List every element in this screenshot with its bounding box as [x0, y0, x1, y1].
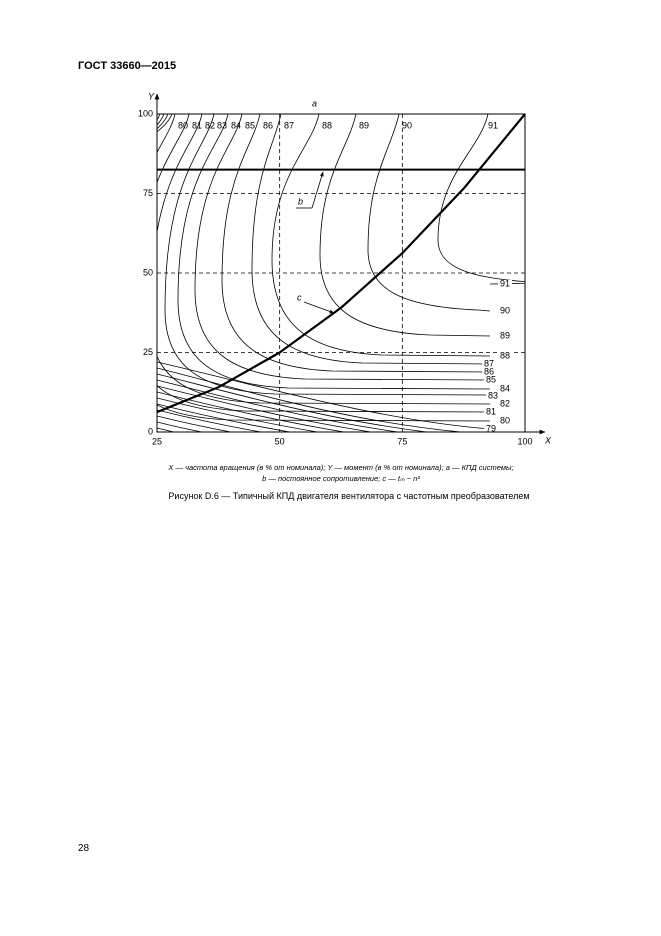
x-tick-label: 75: [397, 436, 407, 446]
contour-line: [157, 403, 292, 432]
contour-label: 86: [263, 120, 273, 130]
y-tick-label: 0: [148, 426, 153, 436]
contour-label: 80: [500, 415, 510, 425]
contour-label: 90: [500, 305, 510, 315]
legend-line: X — частота вращения (в % от номинала); …: [168, 463, 514, 472]
contour-label: 89: [359, 120, 369, 130]
contour-line: [221, 114, 491, 373]
contour-line: [194, 114, 491, 381]
y-axis-label: Y: [148, 91, 155, 101]
annotation-arrow: [311, 171, 324, 209]
contour-label: 89: [500, 330, 510, 340]
annotation: a: [312, 98, 317, 108]
annotation: c: [297, 292, 302, 302]
contour-label: 83: [217, 120, 227, 130]
contour-label: 83: [488, 390, 498, 400]
contour-line: [157, 427, 176, 432]
label-bg: [498, 352, 512, 360]
contour-label: 88: [500, 350, 510, 360]
contour-line: [164, 114, 491, 396]
label-bg: [498, 400, 512, 408]
contour-line: [157, 391, 347, 432]
annotation: b: [298, 196, 303, 206]
contour-label: 86: [484, 366, 494, 376]
contour-line: [177, 114, 491, 390]
x-tick-label: 100: [517, 436, 532, 446]
contour-line: [157, 114, 491, 413]
contour-label: 85: [245, 120, 255, 130]
contour-label: 91: [500, 278, 510, 288]
contour-label: 91: [488, 120, 498, 130]
contour-line: [157, 114, 169, 130]
label-bg: [482, 360, 496, 368]
x-tick-label: 25: [152, 436, 162, 446]
contour-line: [251, 114, 491, 365]
label-bg: [498, 280, 512, 288]
label-bg: [486, 392, 500, 400]
label-bg: [484, 408, 498, 416]
y-tick-label: 25: [143, 347, 153, 357]
label-bg: [484, 376, 498, 384]
contour-label: 85: [486, 374, 496, 384]
contour-line: [157, 114, 491, 405]
label-bg: [498, 332, 512, 340]
contour-line: [157, 367, 465, 432]
contour-label: 87: [484, 358, 494, 368]
contour-line: [367, 114, 491, 312]
label-bg: [498, 307, 512, 315]
contour-line: [157, 373, 430, 432]
contour-label: 90: [402, 120, 412, 130]
contour-line: [157, 421, 204, 432]
page-number: 28: [78, 843, 90, 854]
contour-line: [271, 114, 491, 357]
legend-line: b — постоянное сопротивление; c — tₘ ~ n…: [262, 474, 420, 483]
label-bg: [498, 417, 512, 425]
x-axis-label: X: [544, 435, 552, 445]
contour-label: 79: [486, 423, 496, 433]
contour-line: [157, 409, 263, 432]
contour-line: [319, 114, 491, 337]
contour-label: 82: [500, 398, 510, 408]
contour-label: 82: [205, 120, 215, 130]
contour-line: [157, 114, 165, 126]
contour-label: 81: [192, 120, 202, 130]
contour-line: [157, 114, 491, 422]
contour-label: 88: [322, 120, 332, 130]
contour-line: [157, 415, 233, 432]
label-bg: [498, 385, 512, 393]
contour-label: 81: [486, 406, 496, 416]
contour-line: [157, 114, 173, 133]
y-tick-label: 75: [143, 188, 153, 198]
contour-line: [437, 114, 525, 285]
annotation-arrow: [303, 301, 335, 314]
c-curve: [156, 113, 526, 414]
label-bg: [484, 425, 498, 433]
header-title: ГОСТ 33660—2015: [78, 60, 177, 72]
plot-area: [157, 114, 525, 432]
contour-line: [157, 379, 401, 432]
y-tick-label: 100: [138, 108, 153, 118]
contour-label: 87: [284, 120, 294, 130]
contour-label: 84: [231, 120, 241, 130]
label-bg: [482, 368, 496, 376]
contour-line: [157, 397, 320, 432]
x-tick-label: 50: [275, 436, 285, 446]
contour-label: 84: [500, 383, 510, 393]
y-tick-label: 50: [143, 267, 153, 277]
figure-caption: Рисунок D.6 — Типичный КПД двигателя вен…: [168, 491, 530, 501]
contour-line: [157, 361, 491, 430]
contour-label: 80: [178, 120, 188, 130]
